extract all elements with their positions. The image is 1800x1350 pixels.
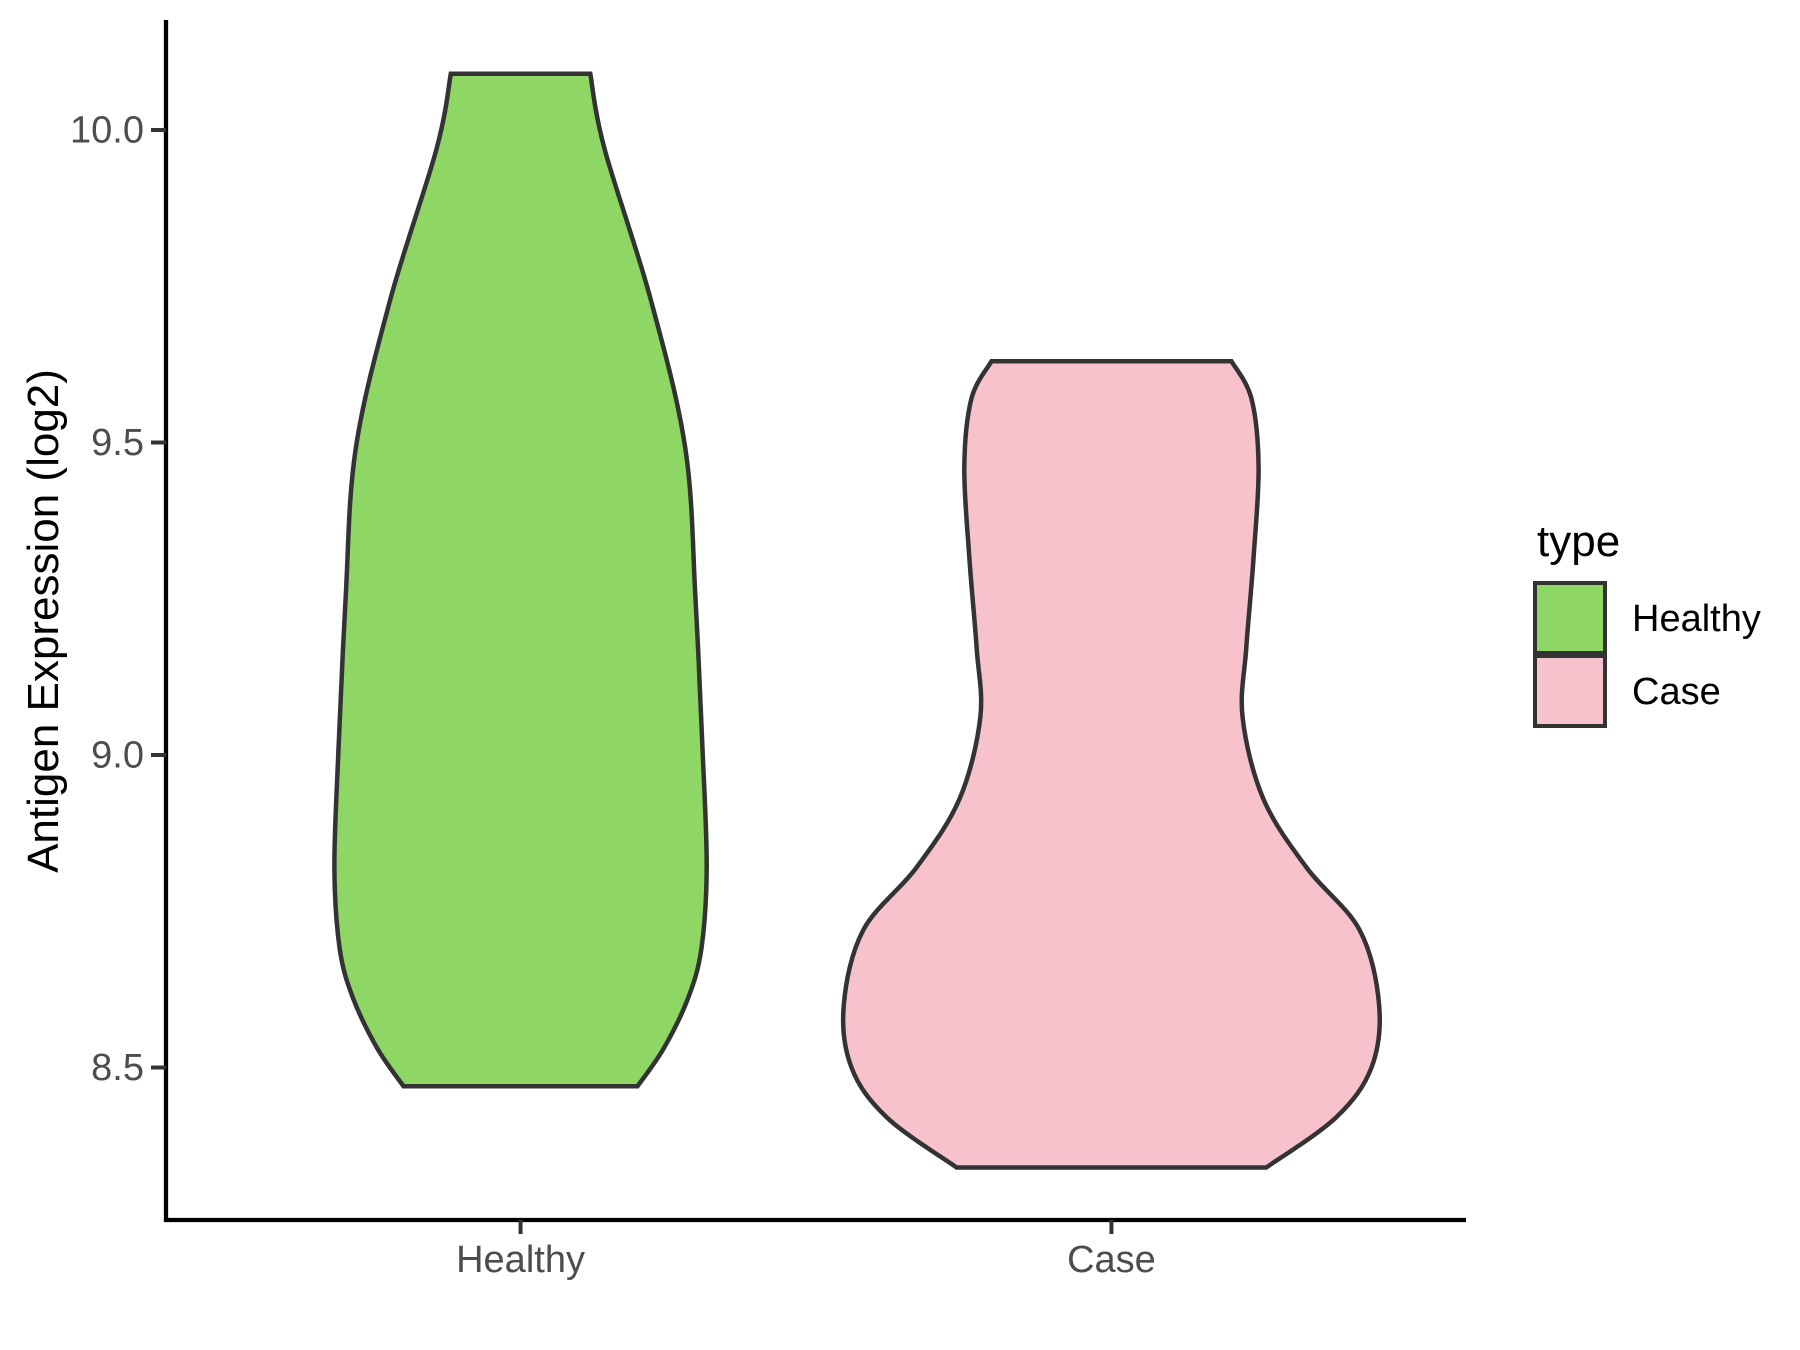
legend-title: type (1537, 517, 1620, 566)
violin-healthy (332, 71, 709, 1089)
x-tick-label-healthy: Healthy (456, 1239, 585, 1281)
plot-panel: 8.5 9.0 9.5 10.0 Healthy Case (70, 20, 1466, 1281)
y-tick-label-9.5: 9.5 (91, 422, 144, 464)
y-axis-title: Antigen Expression (log2) (19, 369, 68, 873)
y-tick-label-9.0: 9.0 (91, 735, 144, 777)
legend-key-healthy (1533, 581, 1607, 655)
violin-case (840, 358, 1383, 1170)
y-tick-label-8.5: 8.5 (91, 1047, 144, 1089)
axis-lines (163, 20, 1466, 1223)
x-tick-label-case: Case (1067, 1239, 1156, 1281)
legend-label-case: Case (1632, 671, 1721, 713)
y-tick-label-10.0: 10.0 (70, 110, 144, 152)
legend-key-case (1533, 654, 1607, 728)
legend-label-healthy: Healthy (1632, 598, 1761, 640)
legend: type Healthy Case (1533, 517, 1761, 728)
